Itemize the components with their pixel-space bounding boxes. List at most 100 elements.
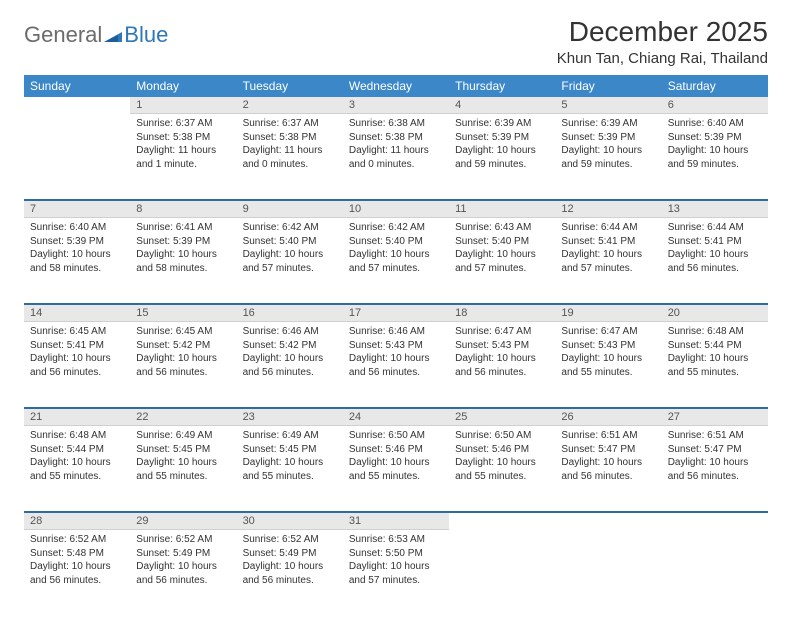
day-detail: Sunrise: 6:44 AMSunset: 5:41 PMDaylight:… — [662, 218, 768, 281]
day-number: 5 — [555, 97, 661, 114]
day-cell-body: Sunrise: 6:42 AMSunset: 5:40 PMDaylight:… — [237, 218, 343, 304]
day-cell-number: 4 — [449, 97, 555, 114]
day-detail: Sunrise: 6:38 AMSunset: 5:38 PMDaylight:… — [343, 114, 449, 177]
day-cell-number: 28 — [24, 513, 130, 530]
daynum-row: 21222324252627 — [24, 409, 768, 426]
day-cell-number — [555, 513, 661, 530]
day-number: 3 — [343, 97, 449, 114]
day-header: Friday — [555, 75, 661, 97]
day-header: Monday — [130, 75, 236, 97]
day-number: 2 — [237, 97, 343, 114]
day-cell-body: Sunrise: 6:52 AMSunset: 5:49 PMDaylight:… — [237, 530, 343, 616]
day-detail: Sunrise: 6:37 AMSunset: 5:38 PMDaylight:… — [237, 114, 343, 177]
day-cell-body: Sunrise: 6:45 AMSunset: 5:42 PMDaylight:… — [130, 322, 236, 408]
day-cell-number: 1 — [130, 97, 236, 114]
day-detail: Sunrise: 6:44 AMSunset: 5:41 PMDaylight:… — [555, 218, 661, 281]
sunrise-text: Sunrise: 6:49 AM — [243, 429, 337, 443]
day-number: 21 — [24, 409, 130, 426]
daylight-text: Daylight: 10 hours and 56 minutes. — [349, 352, 443, 379]
day-cell-body: Sunrise: 6:47 AMSunset: 5:43 PMDaylight:… — [555, 322, 661, 408]
day-number: 26 — [555, 409, 661, 426]
day-cell-number: 26 — [555, 409, 661, 426]
day-cell-body: Sunrise: 6:41 AMSunset: 5:39 PMDaylight:… — [130, 218, 236, 304]
day-detail: Sunrise: 6:40 AMSunset: 5:39 PMDaylight:… — [24, 218, 130, 281]
month-title: December 2025 — [557, 16, 768, 48]
sunset-text: Sunset: 5:44 PM — [668, 339, 762, 353]
day-detail: Sunrise: 6:52 AMSunset: 5:49 PMDaylight:… — [130, 530, 236, 593]
daynum-row: 78910111213 — [24, 201, 768, 218]
day-header: Sunday — [24, 75, 130, 97]
sunset-text: Sunset: 5:38 PM — [136, 131, 230, 145]
sunrise-text: Sunrise: 6:40 AM — [668, 117, 762, 131]
day-cell-number: 31 — [343, 513, 449, 530]
day-cell-number: 12 — [555, 201, 661, 218]
day-cell-body: Sunrise: 6:50 AMSunset: 5:46 PMDaylight:… — [343, 426, 449, 512]
day-cell-number: 21 — [24, 409, 130, 426]
sunrise-text: Sunrise: 6:44 AM — [668, 221, 762, 235]
day-cell-body: Sunrise: 6:47 AMSunset: 5:43 PMDaylight:… — [449, 322, 555, 408]
day-detail: Sunrise: 6:51 AMSunset: 5:47 PMDaylight:… — [662, 426, 768, 489]
daylight-text: Daylight: 10 hours and 55 minutes. — [668, 352, 762, 379]
day-cell-body: Sunrise: 6:48 AMSunset: 5:44 PMDaylight:… — [24, 426, 130, 512]
day-cell-body: Sunrise: 6:52 AMSunset: 5:48 PMDaylight:… — [24, 530, 130, 616]
day-header: Tuesday — [237, 75, 343, 97]
day-cell-number — [662, 513, 768, 530]
daylight-text: Daylight: 10 hours and 56 minutes. — [243, 352, 337, 379]
sunset-text: Sunset: 5:50 PM — [349, 547, 443, 561]
day-header: Thursday — [449, 75, 555, 97]
sunset-text: Sunset: 5:48 PM — [30, 547, 124, 561]
day-number: 27 — [662, 409, 768, 426]
day-detail: Sunrise: 6:47 AMSunset: 5:43 PMDaylight:… — [555, 322, 661, 385]
sunrise-text: Sunrise: 6:50 AM — [349, 429, 443, 443]
sunrise-text: Sunrise: 6:45 AM — [136, 325, 230, 339]
day-detail: Sunrise: 6:49 AMSunset: 5:45 PMDaylight:… — [237, 426, 343, 489]
sunset-text: Sunset: 5:49 PM — [136, 547, 230, 561]
day-detail: Sunrise: 6:51 AMSunset: 5:47 PMDaylight:… — [555, 426, 661, 489]
day-cell-body: Sunrise: 6:51 AMSunset: 5:47 PMDaylight:… — [662, 426, 768, 512]
sunrise-text: Sunrise: 6:52 AM — [243, 533, 337, 547]
daylight-text: Daylight: 10 hours and 56 minutes. — [136, 352, 230, 379]
sunrise-text: Sunrise: 6:43 AM — [455, 221, 549, 235]
day-cell-number: 13 — [662, 201, 768, 218]
day-cell-body: Sunrise: 6:52 AMSunset: 5:49 PMDaylight:… — [130, 530, 236, 616]
day-cell-number — [449, 513, 555, 530]
day-number: 30 — [237, 513, 343, 530]
day-number — [449, 513, 555, 517]
day-number: 19 — [555, 305, 661, 322]
daylight-text: Daylight: 10 hours and 56 minutes. — [30, 560, 124, 587]
day-number — [555, 513, 661, 517]
day-cell-number: 22 — [130, 409, 236, 426]
sunrise-text: Sunrise: 6:48 AM — [668, 325, 762, 339]
day-cell-body: Sunrise: 6:42 AMSunset: 5:40 PMDaylight:… — [343, 218, 449, 304]
day-cell-body: Sunrise: 6:44 AMSunset: 5:41 PMDaylight:… — [662, 218, 768, 304]
day-cell-body: Sunrise: 6:49 AMSunset: 5:45 PMDaylight:… — [237, 426, 343, 512]
day-number: 31 — [343, 513, 449, 530]
day-cell-body: Sunrise: 6:51 AMSunset: 5:47 PMDaylight:… — [555, 426, 661, 512]
sunset-text: Sunset: 5:38 PM — [349, 131, 443, 145]
logo-text-general: General — [24, 22, 102, 48]
sunrise-text: Sunrise: 6:51 AM — [668, 429, 762, 443]
day-number: 28 — [24, 513, 130, 530]
sunrise-text: Sunrise: 6:44 AM — [561, 221, 655, 235]
sunset-text: Sunset: 5:40 PM — [455, 235, 549, 249]
daylight-text: Daylight: 10 hours and 55 minutes. — [30, 456, 124, 483]
location-subtitle: Khun Tan, Chiang Rai, Thailand — [557, 50, 768, 67]
day-number: 15 — [130, 305, 236, 322]
daylight-text: Daylight: 10 hours and 55 minutes. — [561, 352, 655, 379]
day-cell-number: 23 — [237, 409, 343, 426]
sunrise-text: Sunrise: 6:37 AM — [136, 117, 230, 131]
sunset-text: Sunset: 5:49 PM — [243, 547, 337, 561]
sunrise-text: Sunrise: 6:38 AM — [349, 117, 443, 131]
day-cell-number: 18 — [449, 305, 555, 322]
day-number: 11 — [449, 201, 555, 218]
daylight-text: Daylight: 10 hours and 56 minutes. — [243, 560, 337, 587]
day-number: 24 — [343, 409, 449, 426]
day-cell-number: 29 — [130, 513, 236, 530]
sunset-text: Sunset: 5:46 PM — [349, 443, 443, 457]
generalblue-logo: General Blue — [24, 22, 168, 48]
day-cell-body — [24, 114, 130, 200]
day-cell-number: 11 — [449, 201, 555, 218]
day-number: 16 — [237, 305, 343, 322]
day-detail: Sunrise: 6:42 AMSunset: 5:40 PMDaylight:… — [237, 218, 343, 281]
day-cell-body: Sunrise: 6:40 AMSunset: 5:39 PMDaylight:… — [24, 218, 130, 304]
